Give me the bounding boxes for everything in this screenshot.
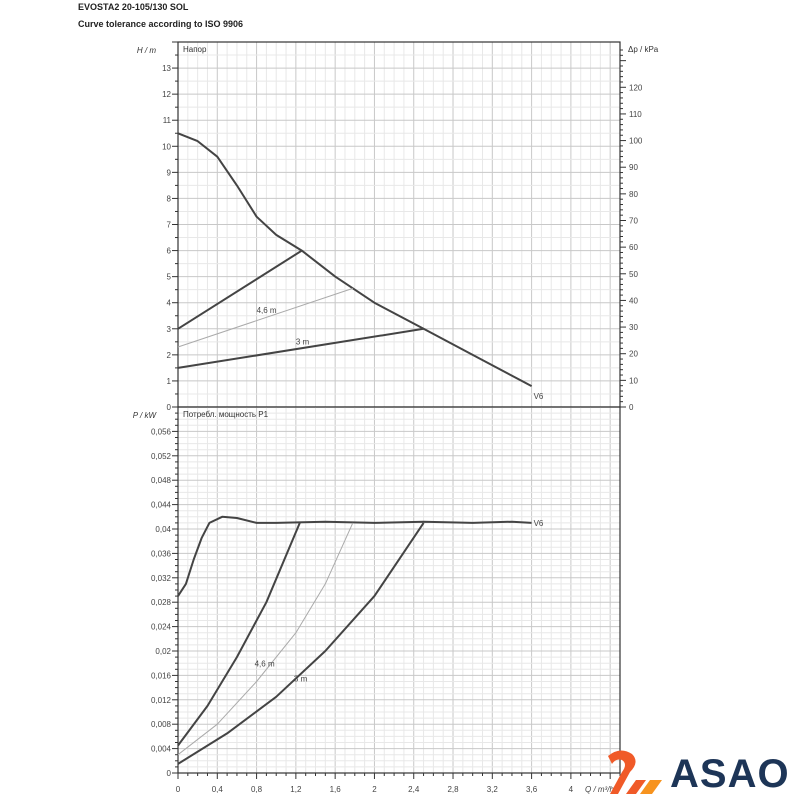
y-tick-label: 0,04: [155, 525, 171, 534]
series-line-V6: [177, 132, 533, 387]
y-right-tick-label: 50: [629, 270, 638, 279]
y-tick-label: 0,016: [151, 671, 172, 680]
y-tick-label: 0,02: [155, 647, 171, 656]
y-tick-label: 0,052: [151, 452, 172, 461]
x-tick-label: 2: [372, 785, 377, 794]
x-tick-label: 3,6: [526, 785, 538, 794]
chart-subtitle: Curve tolerance according to ISO 9906: [78, 19, 244, 29]
y-right-tick-label: 40: [629, 296, 638, 305]
logo-mark-icon: [608, 750, 662, 794]
y-right-tick-label: 10: [629, 376, 638, 385]
plot-frame: [177, 406, 621, 774]
y-right-tick-label: 110: [629, 110, 642, 119]
y-tick-label: 7: [167, 221, 172, 230]
y-right-tick-label: 30: [629, 323, 638, 332]
y-axis-label: P / kW: [133, 411, 158, 420]
y-tick-label: 0,032: [151, 574, 172, 583]
y-right-tick-label: 90: [629, 163, 638, 172]
series-line-46m: [177, 522, 354, 756]
y-tick-label: 0,044: [151, 501, 172, 510]
curve-label: 3 m: [296, 337, 310, 346]
y-tick-label: 2: [167, 351, 172, 360]
y-right-tick-label: 60: [629, 243, 638, 252]
y-tick-label: 0,004: [151, 745, 172, 754]
y-right-tick-label: 20: [629, 350, 638, 359]
y-tick-label: 1: [167, 377, 172, 386]
y-tick-label: 8: [167, 194, 172, 203]
series-line-V6: [177, 515, 532, 597]
y-right-tick-label: 80: [629, 190, 638, 199]
logo-text: ASAO: [670, 752, 790, 796]
x-tick-label: 0,4: [212, 785, 224, 794]
x-tick-label: 2,4: [408, 785, 420, 794]
y-tick-label: 4: [167, 299, 172, 308]
y-tick-label: 0,008: [151, 720, 172, 729]
series-line-6m: [177, 522, 301, 747]
series-line-6m: [177, 249, 303, 330]
series-line-46m: [177, 287, 353, 348]
curve-label: 3 m: [294, 675, 308, 684]
chart-title: EVOSTA2 20-105/130 SOL: [78, 2, 189, 12]
y-tick-label: 0,056: [151, 427, 172, 436]
y-right-tick-label: 120: [629, 83, 643, 92]
y-tick-label: 13: [162, 64, 171, 73]
curve-label: V6: [534, 392, 544, 401]
x-tick-label: 4: [569, 785, 574, 794]
curve-label: 4,6 m: [255, 659, 275, 668]
x-tick-label: 0: [176, 785, 181, 794]
panel-title: Напор: [183, 45, 207, 54]
y-tick-label: 10: [162, 142, 171, 151]
y-tick-label: 0,012: [151, 696, 172, 705]
y-right-tick-label: 0: [629, 403, 634, 412]
y-tick-label: 9: [167, 168, 172, 177]
x-axis-label: Q / m³/h: [585, 785, 614, 794]
series-line-3m: [177, 522, 425, 765]
y-tick-label: 11: [163, 116, 172, 125]
y-axis-label: H / m: [137, 46, 156, 55]
series-line-3m: [177, 327, 424, 369]
y-axis-right-label: Δp / kPa: [628, 45, 659, 54]
x-tick-label: 2,8: [447, 785, 459, 794]
y-tick-label: 6: [167, 247, 172, 256]
x-tick-label: 1,6: [330, 785, 342, 794]
y-tick-label: 3: [167, 325, 172, 334]
y-tick-label: 0,036: [151, 549, 172, 558]
y-tick-label: 0,024: [151, 623, 172, 632]
curve-label: 4,6 m: [257, 306, 277, 315]
asao-logo: ASAO: [600, 748, 800, 800]
x-tick-label: 3,2: [487, 785, 499, 794]
y-right-tick-label: 70: [629, 217, 638, 226]
x-tick-label: 0,8: [251, 785, 263, 794]
y-tick-label: 0,028: [151, 598, 172, 607]
y-tick-label: 12: [162, 90, 171, 99]
y-right-tick-label: 100: [629, 137, 643, 146]
panel-title: Потребл. мощность P1: [183, 410, 269, 419]
y-tick-label: 0: [167, 403, 172, 412]
y-tick-label: 0,048: [151, 476, 172, 485]
x-tick-label: 1,2: [290, 785, 302, 794]
y-tick-label: 0: [167, 769, 172, 778]
y-tick-label: 5: [167, 273, 172, 282]
curve-label: V6: [534, 519, 544, 528]
